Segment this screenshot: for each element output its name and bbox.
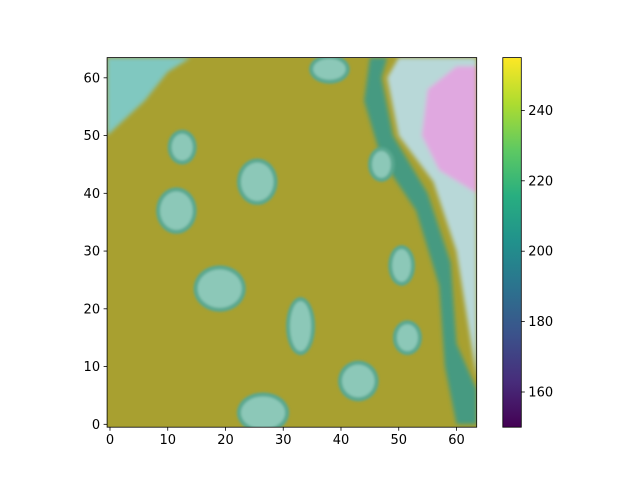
tissue-regions [107, 57, 477, 425]
cell-0 [236, 392, 290, 428]
cell-10 [309, 57, 350, 84]
y-tick-label-4: 40 [84, 187, 101, 202]
cell-3 [286, 297, 316, 356]
colorbar-tick-label-4: 240 [528, 104, 553, 119]
x-tick-label-6: 60 [448, 433, 465, 448]
x-tick-label-2: 20 [217, 433, 234, 448]
x-tick-label-4: 40 [333, 433, 350, 448]
cell-core [197, 269, 242, 308]
y-tick-label-5: 50 [84, 129, 101, 144]
cell-core [392, 249, 412, 282]
colorbar-frame [502, 57, 522, 428]
plot-frame [106, 57, 478, 428]
cell-5 [388, 245, 416, 286]
cell-core [240, 162, 274, 201]
region-pink-area-2 [421, 66, 477, 194]
colorbar-tick-label-3: 220 [528, 174, 553, 189]
cell-8 [167, 129, 197, 165]
cell-core [396, 324, 418, 352]
x-tick-label-0: 0 [106, 433, 114, 448]
cell-4 [193, 265, 246, 312]
image-layer [107, 57, 477, 428]
x-tick-label-1: 10 [159, 433, 176, 448]
colorbar-tick-label-1: 180 [528, 315, 553, 330]
x-tick-label-5: 50 [390, 433, 407, 448]
region-cyan-area-4 [107, 57, 191, 136]
colorbar-tick-label-0: 160 [528, 386, 553, 401]
colorbar: 160 180 200 220 240 [502, 57, 553, 428]
colorbar-tick-label-2: 200 [528, 245, 553, 260]
cell-core [171, 133, 193, 161]
cell-2 [392, 320, 422, 356]
cell-9 [368, 147, 395, 182]
cell-core [372, 151, 391, 178]
region-teal-border-5 [364, 57, 477, 425]
y-axis: 0 10 20 30 40 50 60 [84, 71, 108, 433]
y-tick-label-3: 30 [84, 245, 101, 260]
cell-core [160, 191, 193, 230]
y-tick-label-6: 60 [84, 71, 101, 86]
cell-1 [337, 360, 379, 402]
colorbar-gradient [502, 57, 522, 428]
x-tick-label-3: 30 [275, 433, 292, 448]
cell-blobs [156, 57, 422, 428]
cell-core [290, 301, 312, 352]
cell-core [341, 364, 375, 398]
colorbar-ticks: 160 180 200 220 240 [521, 104, 553, 401]
x-axis: 0 10 20 30 40 50 60 [106, 427, 465, 448]
cell-core [313, 58, 346, 80]
y-tick-label-1: 10 [84, 360, 101, 375]
cell-7 [236, 158, 278, 205]
cell-6 [156, 187, 197, 234]
y-tick-label-0: 0 [92, 418, 100, 433]
cell-core [240, 396, 286, 428]
y-tick-label-2: 20 [84, 302, 101, 317]
